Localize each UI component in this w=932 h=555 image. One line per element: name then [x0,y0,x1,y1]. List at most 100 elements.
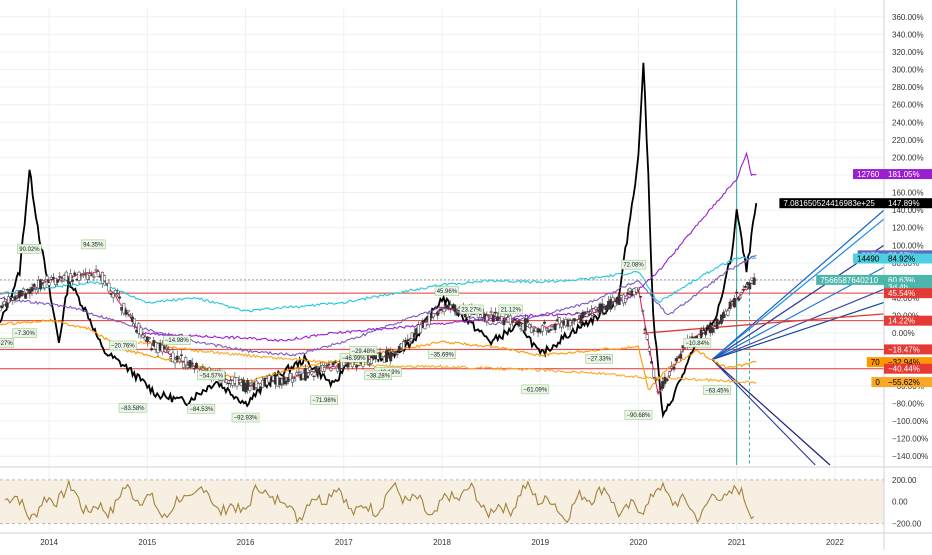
price-badge-right [884,253,932,264]
candle-body [288,373,292,381]
candle-body [493,311,497,314]
candle-body [432,313,435,318]
time-axis[interactable]: 2014 2015 2016 2017 2018 2019 2020 2021 2022 [40,538,844,547]
pivot-annotation-box [118,403,147,413]
candle-body [733,298,736,308]
candle-body [408,341,412,344]
price-tick-label: 160.00% [892,189,924,198]
pivot-annotation-box [683,338,712,348]
pivot-annotation: −63.45% [703,385,731,395]
pivot-annotation-box [703,385,731,395]
candle-body [94,269,98,271]
price-badge: 7.081650524416983e+25 147.89% [779,198,932,209]
price-badge-right [884,274,932,285]
candle-body [429,316,433,319]
oscillator-line [4,479,755,524]
pivot-annotation: −92.93% [231,412,260,423]
candle-body [141,334,145,338]
pivot-annotation-label: −90.68% [627,413,652,419]
candle-body [224,379,228,384]
pivot-annotation-label: −92.93% [234,416,259,422]
pivot-annotation-label: −29.48% [351,349,376,355]
candle-body [726,310,730,316]
candle-body [395,353,399,356]
pivot-annotation-label: −84.53% [189,407,214,413]
pivot-annotation-box [621,259,646,270]
candle-body [370,357,373,364]
pivot-annotation-label: −61.09% [523,387,548,393]
candle-body [487,315,491,318]
candle-body [517,320,521,327]
candle-body [626,292,630,295]
candle-body [455,312,459,316]
price-badge-text: −18.47% [888,345,920,354]
price-badge-text: 84.92% [888,255,915,264]
price-badge: −18.47% [884,344,932,355]
pivot-annotation: −84.53% [187,404,216,414]
pivot-annotation: −90.68% [624,410,653,420]
candle-body [92,276,96,278]
oscillator-tick-label: 0.00 [892,498,908,507]
candle-body [43,282,47,289]
candle-body [280,384,284,386]
candle-body [367,363,371,366]
horizontal-levels [0,0,884,465]
candle-body [124,309,128,315]
candle-body [540,325,544,332]
candle-body [96,271,100,277]
candle-body [39,279,43,289]
pivot-annotation-label: −38.28% [366,373,391,379]
candle-body [442,308,446,312]
candle-body [45,275,49,280]
pivot-annotation: −27.33% [585,353,613,364]
candle-body [511,321,514,323]
candle-body [115,293,119,296]
candle-body [34,289,38,294]
candle-body [672,366,676,370]
candle-body [335,367,339,372]
candle-body [609,299,613,310]
candle-body [333,361,337,363]
price-badge: 14.22% [884,315,932,326]
price-badge-text: 12760 [857,170,880,179]
candle-body [585,311,589,314]
candle-body [579,314,583,324]
price-tick-label: −140.00% [892,452,928,461]
price-badges: 12760 181.05% 7.081650524416983e+25 147.89%… [779,169,932,388]
trend-line-red [643,313,885,334]
pivot-annotation-box [109,340,137,351]
candle-body [652,368,656,378]
candle-body [412,332,416,338]
candle-body [22,288,25,292]
pivot-annotation-label: 90.02% [19,247,40,253]
pivot-annotation-box [428,349,456,359]
candle-body [248,386,252,392]
pivot-annotation-box [0,338,14,348]
price-badge: 7566587640210 60.63% [816,274,932,285]
candle-body [719,314,723,324]
candle-body [427,313,431,326]
price-badge-text: −55.62% [888,378,920,387]
price-badge: 12760 181.05% [853,169,932,180]
pivot-annotation-label: 45.96% [437,289,458,295]
candle-body [303,368,307,381]
price-badge-text: 14490 [857,255,880,264]
pivot-annotation-box [585,353,613,364]
pivot-annotation: −10.84% [683,338,712,348]
candle-body [423,322,427,330]
candle-body [728,301,732,309]
pivot-annotation-label: −63.45% [705,388,730,394]
candle-body [111,293,115,299]
candle-body [500,316,504,322]
candle-body [297,371,301,373]
candle-body [741,289,745,291]
candle-body [592,315,596,317]
candle-body [267,375,271,383]
oscillator-tick-label: −200.00 [892,519,922,528]
candle-body [419,324,423,334]
pivot-annotation: −20.76% [109,340,137,351]
price-badge-left [779,198,884,209]
candle-body [485,315,489,322]
